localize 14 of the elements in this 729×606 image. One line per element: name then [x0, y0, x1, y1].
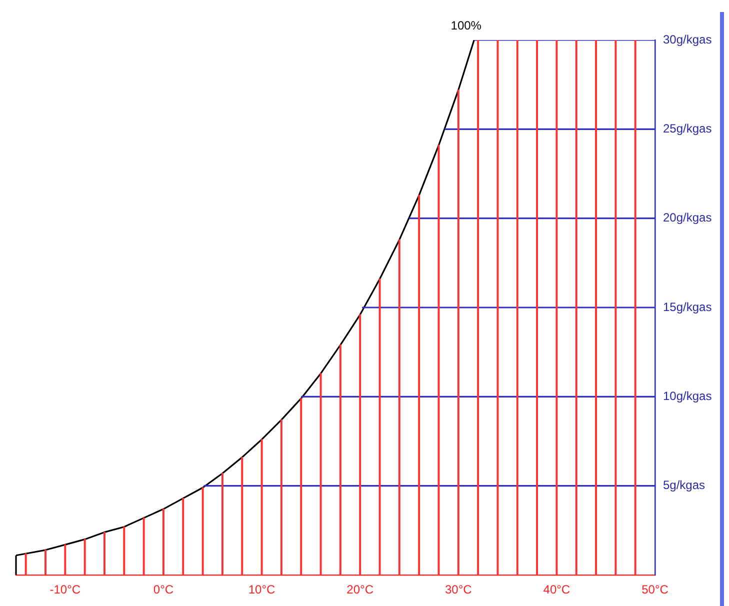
- x-tick-label: 50°C: [642, 582, 669, 597]
- x-tick-label: 20°C: [346, 582, 374, 597]
- x-tick-label: 10°C: [248, 582, 276, 597]
- y-tick-label: 10g/kgas: [663, 388, 712, 403]
- x-tick-label: 40°C: [543, 582, 570, 597]
- y-tick-label: 5g/kgas: [663, 478, 706, 492]
- y-tick-label: 15g/kgas: [663, 300, 712, 314]
- y-tick-label: 20g/kgas: [663, 210, 712, 225]
- x-tick-label: 30°C: [444, 582, 472, 597]
- y-tick-label: 30g/kgas: [663, 32, 712, 46]
- y-tick-label: 25g/kgas: [663, 121, 712, 136]
- series-label: 100%: [450, 18, 482, 32]
- x-tick-label: -10°C: [50, 582, 81, 597]
- x-tick-label: 0°C: [153, 582, 174, 597]
